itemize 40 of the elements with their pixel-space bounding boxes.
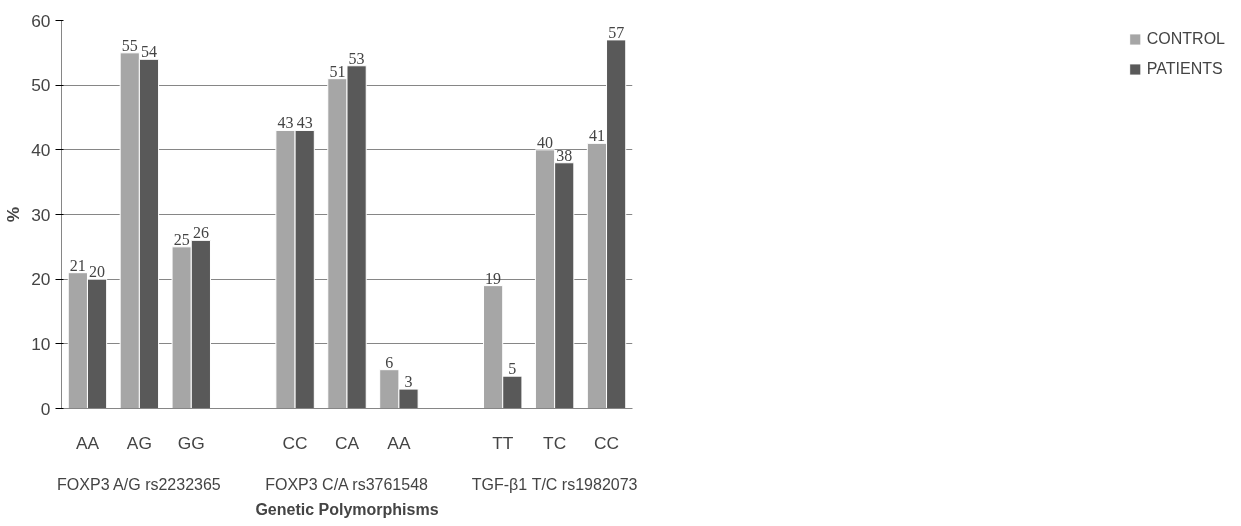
data-label: 43 <box>296 114 313 132</box>
x-tick-label: GG <box>177 432 205 453</box>
data-label: 54 <box>140 43 157 61</box>
legend-label: PATIENTS <box>1146 60 1223 78</box>
data-label: 51 <box>329 62 346 80</box>
x-tick-label: AA <box>75 432 100 453</box>
data-label: 40 <box>537 133 554 151</box>
data-label: 21 <box>69 256 86 274</box>
data-label: 6 <box>385 353 394 371</box>
data-label: 26 <box>192 224 209 242</box>
legend-label: CONTROL <box>1146 30 1225 48</box>
data-label: 55 <box>121 36 138 54</box>
y-tick-label: 60 <box>31 10 51 31</box>
x-tick-label: CC <box>594 432 620 453</box>
data-label: 38 <box>556 146 573 164</box>
data-label: 41 <box>588 127 605 145</box>
data-label: 43 <box>277 114 294 132</box>
data-label: 25 <box>173 230 190 248</box>
y-tick-label: 0 <box>40 398 51 419</box>
data-label: 57 <box>608 23 625 41</box>
data-label: 3 <box>404 373 413 391</box>
y-tick-label: 10 <box>31 333 51 354</box>
x-tick-label: CA <box>334 432 360 453</box>
y-tick-label: 20 <box>31 269 51 290</box>
data-label: 53 <box>348 49 365 67</box>
x-tick-label: CC <box>282 432 308 453</box>
text: TGF-β1 T/C rs1982073 <box>471 475 638 493</box>
text: FOXP3 C/A rs3761548 <box>265 475 429 493</box>
x-tick-label: AG <box>126 432 152 453</box>
y-axis-title: % <box>3 206 24 223</box>
y-tick-label: 30 <box>31 204 51 225</box>
text: FOXP3 A/G rs2232365 <box>57 475 221 493</box>
y-tick-label: 40 <box>31 139 51 160</box>
x-axis-title: Genetic Polymorphisms <box>255 500 439 518</box>
x-tick-label: TT <box>492 432 514 453</box>
x-tick-label: TC <box>543 432 567 453</box>
y-tick-label: 50 <box>31 75 51 96</box>
data-label: 20 <box>89 263 106 281</box>
data-label: 5 <box>508 360 517 378</box>
x-tick-label: AA <box>387 432 411 453</box>
